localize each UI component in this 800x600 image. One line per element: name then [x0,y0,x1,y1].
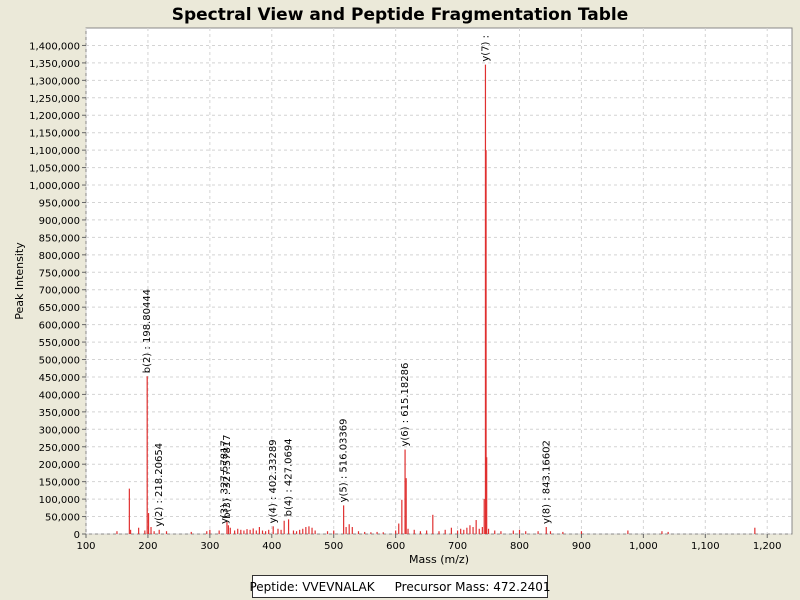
y-axis-label: Peak Intensity [13,242,26,320]
y-tick-label: 450,000 [39,373,80,384]
peak-annotation-label: b(4) : 427.0694 [284,438,295,516]
y-tick-label: 150,000 [39,478,80,489]
y-tick-label: 550,000 [39,338,80,349]
peak-annotation-label: y(8) : 843.16602 [541,440,552,524]
y-tick-label: 700,000 [39,286,80,297]
y-tick-label: 650,000 [39,303,80,314]
y-tick-label: 1,150,000 [29,129,80,140]
plot-area [85,27,793,535]
x-tick-label: 400 [262,541,281,552]
x-tick-label: 700 [448,541,467,552]
peak-annotation-label: y(6) : 615.18286 [400,363,411,447]
y-tick-label: 600,000 [39,321,80,332]
x-tick-label: 100 [76,541,95,552]
legend-box: Peptide: VVEVNALAK Precursor Mass: 472.2… [249,575,551,598]
y-tick-label: 250,000 [39,443,80,454]
y-tick-label: 1,300,000 [29,76,80,87]
y-tick-label: 50,000 [45,513,80,524]
y-axis-ticks: 0 50,000 100,000 150,000 200,000 250,000 300,0… [29,41,86,541]
peak-annotations: b(2) : 198.80444 y(2) : 218.20654 y(3) : 3… [142,35,552,527]
y-tick-label: 1,100,000 [29,146,80,157]
y-tick-label: 1,350,000 [29,59,80,70]
y-tick-label: 300,000 [39,425,80,436]
y-tick-label: 400,000 [39,390,80,401]
chart-title: Spectral View and Peptide Fragmentation … [172,5,629,25]
x-tick-label: 900 [572,541,591,552]
y-tick-label: 1,050,000 [29,164,80,175]
y-tick-label: 1,200,000 [29,111,80,122]
y-tick-label: 800,000 [39,251,80,262]
y-tick-label: 750,000 [39,268,80,279]
x-tick-label: 1,100 [691,541,720,552]
peak-annotation-label: y(2) : 218.20654 [154,443,165,527]
x-tick-label: 300 [200,541,219,552]
grid-lines [85,28,792,535]
x-tick-label: 1,000 [629,541,658,552]
legend-precursor-mass: Precursor Mass: 472.2401 [394,579,551,594]
spectrum-peaks [116,64,756,534]
peak-annotation-label: y(4) : 402.33289 [268,439,279,523]
y-tick-label: 350,000 [39,408,80,419]
x-axis-ticks: 100 200 300 400 500 600 700 800 900 1,000 1,100 1,2… [76,534,782,552]
y-tick-label: 500,000 [39,356,80,367]
y-tick-label: 850,000 [39,233,80,244]
y-tick-label: 200,000 [39,460,80,471]
x-tick-label: 1,200 [753,541,782,552]
legend-peptide: Peptide: VVEVNALAK [249,579,375,594]
y-tick-label: 1,000,000 [29,181,80,192]
y-tick-label: 950,000 [39,198,80,209]
y-tick-label: 1,250,000 [29,94,80,105]
x-tick-label: 800 [510,541,529,552]
y-tick-label: 100,000 [39,495,80,506]
peak-annotation-label: y(5) : 516.03369 [339,418,350,502]
peak-annotation-label: y(7) : [480,35,491,62]
peak-annotation-label: y(3) : 327.57817 [220,440,231,524]
x-tick-label: 500 [324,541,343,552]
y-tick-label: 1,400,000 [29,41,80,52]
y-tick-label: 900,000 [39,216,80,227]
peak-annotation-label: b(2) : 198.80444 [142,289,153,373]
y-tick-label: 0 [74,530,80,541]
x-tick-label: 200 [138,541,157,552]
x-tick-label: 600 [386,541,405,552]
peak-annotation-label: b(3) : 327.57817 [222,434,233,518]
x-axis-label: Mass (m/z) [409,553,469,566]
